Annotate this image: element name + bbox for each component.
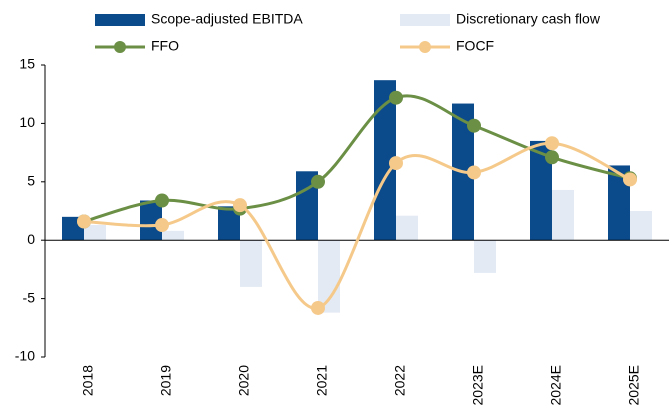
line-marker bbox=[545, 136, 559, 151]
legend-swatch bbox=[95, 14, 145, 26]
line-marker bbox=[467, 165, 481, 180]
line-marker bbox=[467, 118, 481, 133]
x-tick-label: 2024E bbox=[548, 365, 564, 405]
bar bbox=[162, 230, 184, 241]
line-marker bbox=[389, 156, 403, 171]
bar bbox=[240, 240, 262, 287]
y-tick-label: -10 bbox=[15, 348, 35, 364]
y-tick-label: -5 bbox=[23, 289, 36, 305]
line-marker bbox=[311, 300, 325, 315]
bar bbox=[552, 189, 574, 241]
bar bbox=[630, 211, 652, 241]
line-marker bbox=[311, 174, 325, 189]
x-tick-label: 2021 bbox=[314, 365, 330, 396]
legend-label: Scope-adjusted EBITDA bbox=[151, 11, 303, 27]
bar bbox=[218, 206, 240, 241]
bar bbox=[374, 80, 396, 241]
y-tick-label: 5 bbox=[27, 173, 35, 189]
legend-label: FOCF bbox=[456, 38, 494, 54]
x-tick-label: 2023E bbox=[470, 365, 486, 405]
legend-swatch bbox=[114, 41, 126, 53]
bar bbox=[140, 200, 162, 241]
x-tick-label: 2019 bbox=[158, 365, 174, 396]
x-tick-label: 2018 bbox=[80, 365, 96, 396]
x-tick-label: 2020 bbox=[236, 365, 252, 396]
bar bbox=[318, 240, 340, 313]
line-marker bbox=[545, 150, 559, 165]
legend-label: Discretionary cash flow bbox=[456, 11, 601, 27]
bar bbox=[396, 215, 418, 241]
legend-label: FFO bbox=[151, 38, 179, 54]
y-tick-label: 15 bbox=[19, 56, 35, 72]
x-tick-label: 2022 bbox=[392, 365, 408, 396]
bar bbox=[530, 140, 552, 241]
bar bbox=[474, 240, 496, 273]
bar bbox=[608, 165, 630, 241]
line bbox=[83, 141, 631, 310]
line-marker bbox=[155, 218, 169, 233]
legend-swatch bbox=[419, 41, 431, 53]
bar bbox=[296, 171, 318, 241]
line bbox=[83, 94, 631, 223]
line-marker bbox=[623, 172, 637, 187]
line-marker bbox=[389, 90, 403, 105]
bar bbox=[84, 225, 106, 241]
y-tick-label: 10 bbox=[19, 114, 35, 130]
line-marker bbox=[77, 214, 91, 229]
line-marker bbox=[233, 198, 247, 213]
x-tick-label: 2025E bbox=[626, 365, 642, 405]
y-tick-label: 0 bbox=[27, 231, 35, 247]
line-marker bbox=[155, 193, 169, 208]
legend-swatch bbox=[400, 14, 450, 26]
